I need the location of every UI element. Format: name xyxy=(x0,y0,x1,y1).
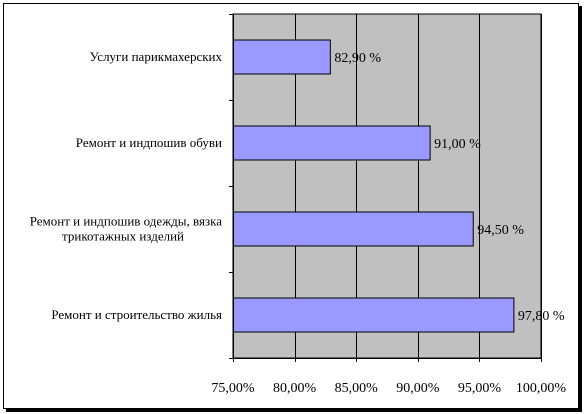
category-label-3: Ремонт и строительство жилья xyxy=(51,307,222,322)
data-label-3: 97,80 % xyxy=(518,309,565,324)
bar-2 xyxy=(232,211,474,247)
x-tick-label-4: 95,00% xyxy=(458,381,502,396)
x-tick-label-3: 90,00% xyxy=(396,381,440,396)
category-label-line: Ремонт и строительство жилья xyxy=(51,307,222,322)
bars xyxy=(232,39,515,333)
category-label-0: Услуги парикмахерских xyxy=(90,49,223,64)
bar-1 xyxy=(232,125,431,161)
category-label-line: Услуги парикмахерских xyxy=(90,49,223,64)
bar-3 xyxy=(232,297,515,333)
x-tick-label-2: 85,00% xyxy=(335,381,379,396)
category-label-line: трикотажных изделий xyxy=(62,229,184,244)
category-label-2: Ремонт и индпошив одежды, вязка трикотажн… xyxy=(30,214,223,244)
x-tick-label-1: 80,00% xyxy=(273,381,317,396)
tick-labels: 75,00% 80,00% 85,00% 90,00% 95,00% 100,00% xyxy=(211,381,566,396)
data-labels: 82,90 % 91,00 % 94,50 % 97,80 % xyxy=(334,51,565,324)
bar-0 xyxy=(232,39,331,75)
x-tick-label-0: 75,00% xyxy=(211,381,255,396)
x-tick-label-5: 100,00% xyxy=(516,381,567,396)
data-label-2: 94,50 % xyxy=(477,223,524,238)
axes xyxy=(229,14,542,362)
data-label-0: 82,90 % xyxy=(334,51,381,66)
category-labels: Услуги парикмахерских Ремонт и индпошив о… xyxy=(30,49,223,322)
category-label-line: Ремонт и индпошив одежды, вязка xyxy=(30,214,223,229)
category-label-1: Ремонт и индпошив обуви xyxy=(76,135,222,150)
category-label-line: Ремонт и индпошив обуви xyxy=(76,135,222,150)
data-label-1: 91,00 % xyxy=(434,137,481,152)
